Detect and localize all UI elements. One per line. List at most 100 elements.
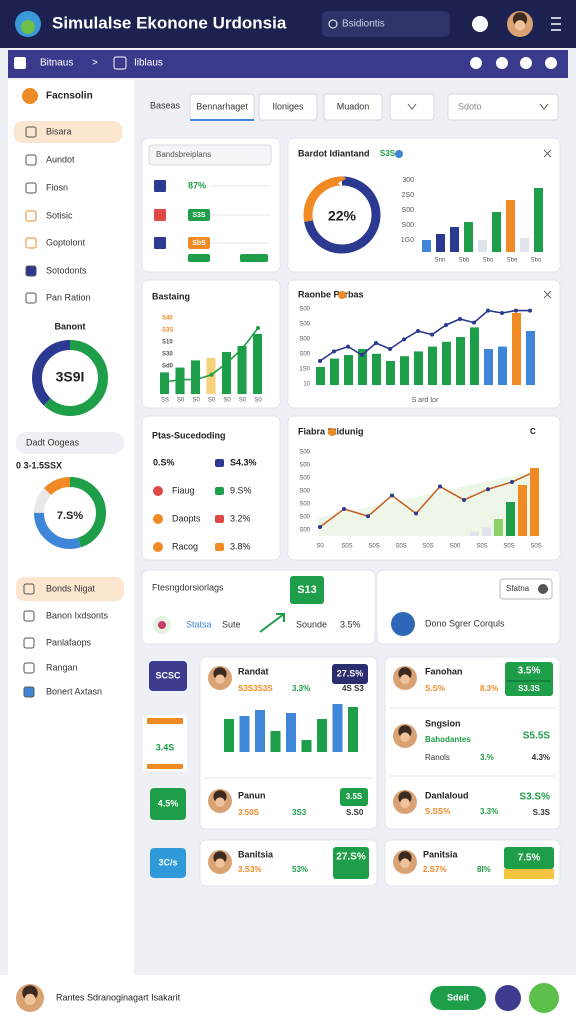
toolbar-action[interactable] [520,57,532,69]
tab[interactable]: Bennarhaget [196,101,248,111]
toolbar-action[interactable] [496,57,508,69]
line-point [486,487,490,492]
select[interactable] [148,144,272,166]
nav-item[interactable]: Bonds Nigat [46,583,96,593]
nav-item[interactable]: Goptolont [46,237,86,247]
bar [470,327,479,385]
bar [372,353,381,385]
toolbar-action[interactable] [470,57,482,69]
button[interactable] [499,578,553,600]
action-button[interactable] [495,985,521,1011]
bar [470,531,479,536]
search-box[interactable] [322,11,450,37]
axis-label: S0S [503,544,514,550]
close-icon[interactable] [543,149,552,158]
gauge-value: 3S9I [56,369,85,385]
bar [286,713,296,752]
axis-label: S3S [162,328,173,334]
button-label[interactable]: Sdeit [447,992,469,1002]
axis-label: S00 [299,322,310,328]
bar [222,352,231,394]
nav-item[interactable]: Fiosn [46,182,68,192]
select-label[interactable]: Bandsbreiplans [156,150,211,159]
nav-active [16,577,124,601]
nav-icon [23,662,35,674]
breadcrumb[interactable]: Bitnaus [40,58,73,69]
line-point [438,484,442,489]
badge [143,715,187,771]
axis-label: S00 [299,352,310,358]
search-placeholder[interactable]: Bsidiontis [342,19,385,30]
nav-item[interactable]: Sotodonts [46,265,87,275]
row-value: 87% [188,180,206,190]
nav-item[interactable]: Bonert Axtasn [46,686,102,696]
person-stat: 8.3% [480,684,498,693]
row-label: Racog [172,541,198,551]
pill [16,432,124,454]
avatar-face [24,993,36,1006]
search-icon [328,19,338,29]
row-icon [215,515,224,523]
axis-label: S0S [341,544,352,550]
nav-icon [25,210,37,222]
button-label[interactable]: Sfatna [506,584,530,593]
row-icon [153,486,163,496]
nav-item[interactable]: Sotisic [46,210,73,220]
badge-bar [147,718,183,724]
axis-label: S0 [239,398,247,404]
close-icon[interactable] [543,290,552,299]
select[interactable] [447,93,559,121]
row-label: Daopts [172,513,201,523]
badge-value: 3.5% [518,666,541,677]
tab[interactable]: Baseas [150,100,181,110]
app-title: Simulalse Ekonone Urdonsia [52,13,287,32]
tab[interactable]: Iloniges [272,101,304,111]
nav-icon [25,292,37,304]
nav-item[interactable]: Panlafaops [46,637,92,647]
dropdown[interactable] [389,93,435,121]
badge-value: 7.5% [518,853,541,864]
badge-value: 4.5% [158,798,179,808]
avatar-face [514,20,526,31]
nav-item[interactable]: Bisara [46,126,72,136]
axis-label: Snn [435,258,446,264]
notification-icon[interactable] [472,16,488,32]
bar [520,238,529,252]
line-point [256,326,260,330]
avatar-face [400,798,410,808]
card-tag: S3S [380,149,396,158]
axis-label: S0 [254,398,262,404]
line-point [366,514,370,519]
area [318,470,540,536]
line-point [209,372,214,377]
person-stat: S3S3S3S [238,684,273,693]
stat-text: Statsa [186,619,212,629]
breadcrumb[interactable]: Iiblaus [134,58,163,69]
action-button[interactable] [529,983,559,1013]
button[interactable] [430,986,486,1010]
row-icon [154,237,166,249]
person-name: Fanohan [425,666,463,676]
badge-value: S13 [297,584,317,596]
line-point [390,493,394,498]
badge [149,661,187,691]
row-value: S3S [192,212,206,219]
button-icon [538,584,548,594]
select-label[interactable]: Sdoto [458,101,482,111]
axis-label: S0 [208,398,216,404]
toolbar-action[interactable] [545,57,557,69]
nav-icon [23,583,35,595]
nav-item[interactable]: Pan Ration [46,292,91,302]
donut-segment [34,477,106,549]
nav-item[interactable]: Aundot [46,154,75,164]
tab[interactable]: Muadon [337,101,370,111]
axis-label: S00 [299,463,310,469]
nav-item[interactable]: Rangan [46,662,78,672]
line-point [486,308,490,313]
axis-label: S00 [299,528,310,534]
pill-label[interactable]: Dadt Oogeas [26,437,80,447]
nav-item[interactable]: Banon Ixdsonts [46,610,109,620]
chevron [539,103,549,110]
line-point [194,377,198,382]
line-point [514,308,518,313]
